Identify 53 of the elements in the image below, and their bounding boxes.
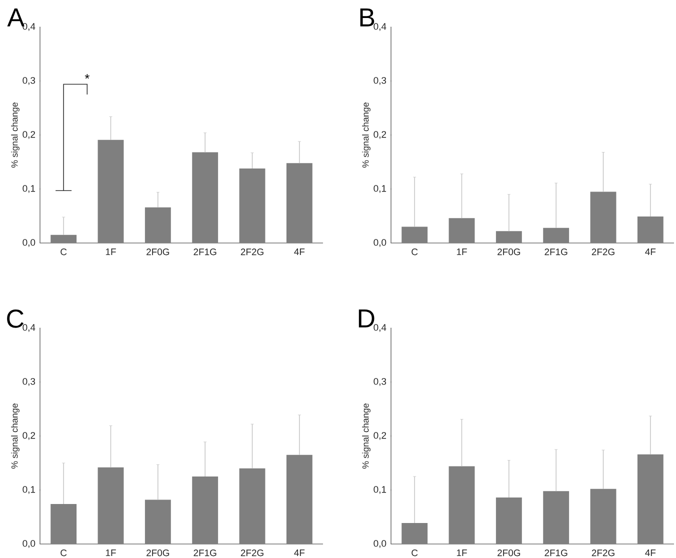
y-tick-label: 0,3 <box>22 378 36 386</box>
y-tick-label: 0,3 <box>22 77 36 85</box>
y-tick-label: 0,2 <box>374 432 386 440</box>
x-tick-label: 2F1G <box>544 550 568 556</box>
y-tick-label: 0,1 <box>22 486 36 494</box>
y-tick-label: 0,3 <box>374 77 386 85</box>
x-tick-label: 2F1G <box>544 248 568 256</box>
y-tick-label: 0,3 <box>374 378 386 386</box>
chart-title: B <box>360 8 374 26</box>
y-axis-title: % signal change <box>11 404 20 469</box>
y-tick-label: 0,0 <box>22 540 36 548</box>
x-tick-label: 2F0G <box>146 248 170 256</box>
y-tick-label: 0,2 <box>22 131 36 139</box>
y-axis-title: % signal change <box>362 102 370 168</box>
y-tick-label: 0,1 <box>374 185 386 193</box>
x-tick-label: 1F <box>106 248 116 256</box>
x-tick-label: 4F <box>294 248 305 256</box>
x-tick-label: 1F <box>106 550 116 556</box>
y-axis-title: % signal change <box>362 404 370 469</box>
y-tick-label: 0,0 <box>374 540 386 548</box>
x-tick-label: 2F2G <box>592 248 614 256</box>
y-tick-label: 0,4 <box>22 23 36 31</box>
x-tick-label: 4F <box>645 550 656 556</box>
y-tick-label: 0,1 <box>22 185 36 193</box>
x-tick-label: C <box>412 248 418 256</box>
x-tick-label: 4F <box>645 248 656 256</box>
y-tick-label: 0,0 <box>22 239 36 247</box>
x-tick-label: 1F <box>456 550 467 556</box>
x-tick-label: 2F2G <box>592 550 614 556</box>
y-tick-label: 0,4 <box>22 324 36 332</box>
y-tick-label: 0,2 <box>22 432 36 440</box>
y-tick-label: 0,2 <box>374 131 386 139</box>
x-tick-label: 2F0G <box>146 550 170 556</box>
x-tick-label: 2F0G <box>498 248 520 256</box>
chart-title: D <box>358 310 374 328</box>
x-tick-label: 1F <box>456 248 467 256</box>
x-tick-label: C <box>412 550 418 556</box>
x-tick-label: 2F1G <box>194 248 216 256</box>
x-tick-label: C <box>60 248 67 256</box>
annotation: * <box>84 74 90 79</box>
x-tick-label: 2F0G <box>498 550 520 556</box>
x-tick-label: C <box>60 550 67 556</box>
y-axis-title: % signal change <box>11 102 20 168</box>
x-tick-label: 2F2G <box>240 248 264 256</box>
y-tick-label: 0,4 <box>374 324 386 332</box>
y-tick-label: 0,4 <box>374 23 386 31</box>
chart-title: C <box>7 310 24 328</box>
y-tick-label: 0,0 <box>374 239 386 247</box>
chart-title: A <box>7 8 24 26</box>
x-tick-label: 2F2G <box>240 550 264 556</box>
x-tick-label: 2F1G <box>194 550 216 556</box>
x-tick-label: 4F <box>294 550 305 556</box>
y-tick-label: 0,1 <box>374 486 386 494</box>
